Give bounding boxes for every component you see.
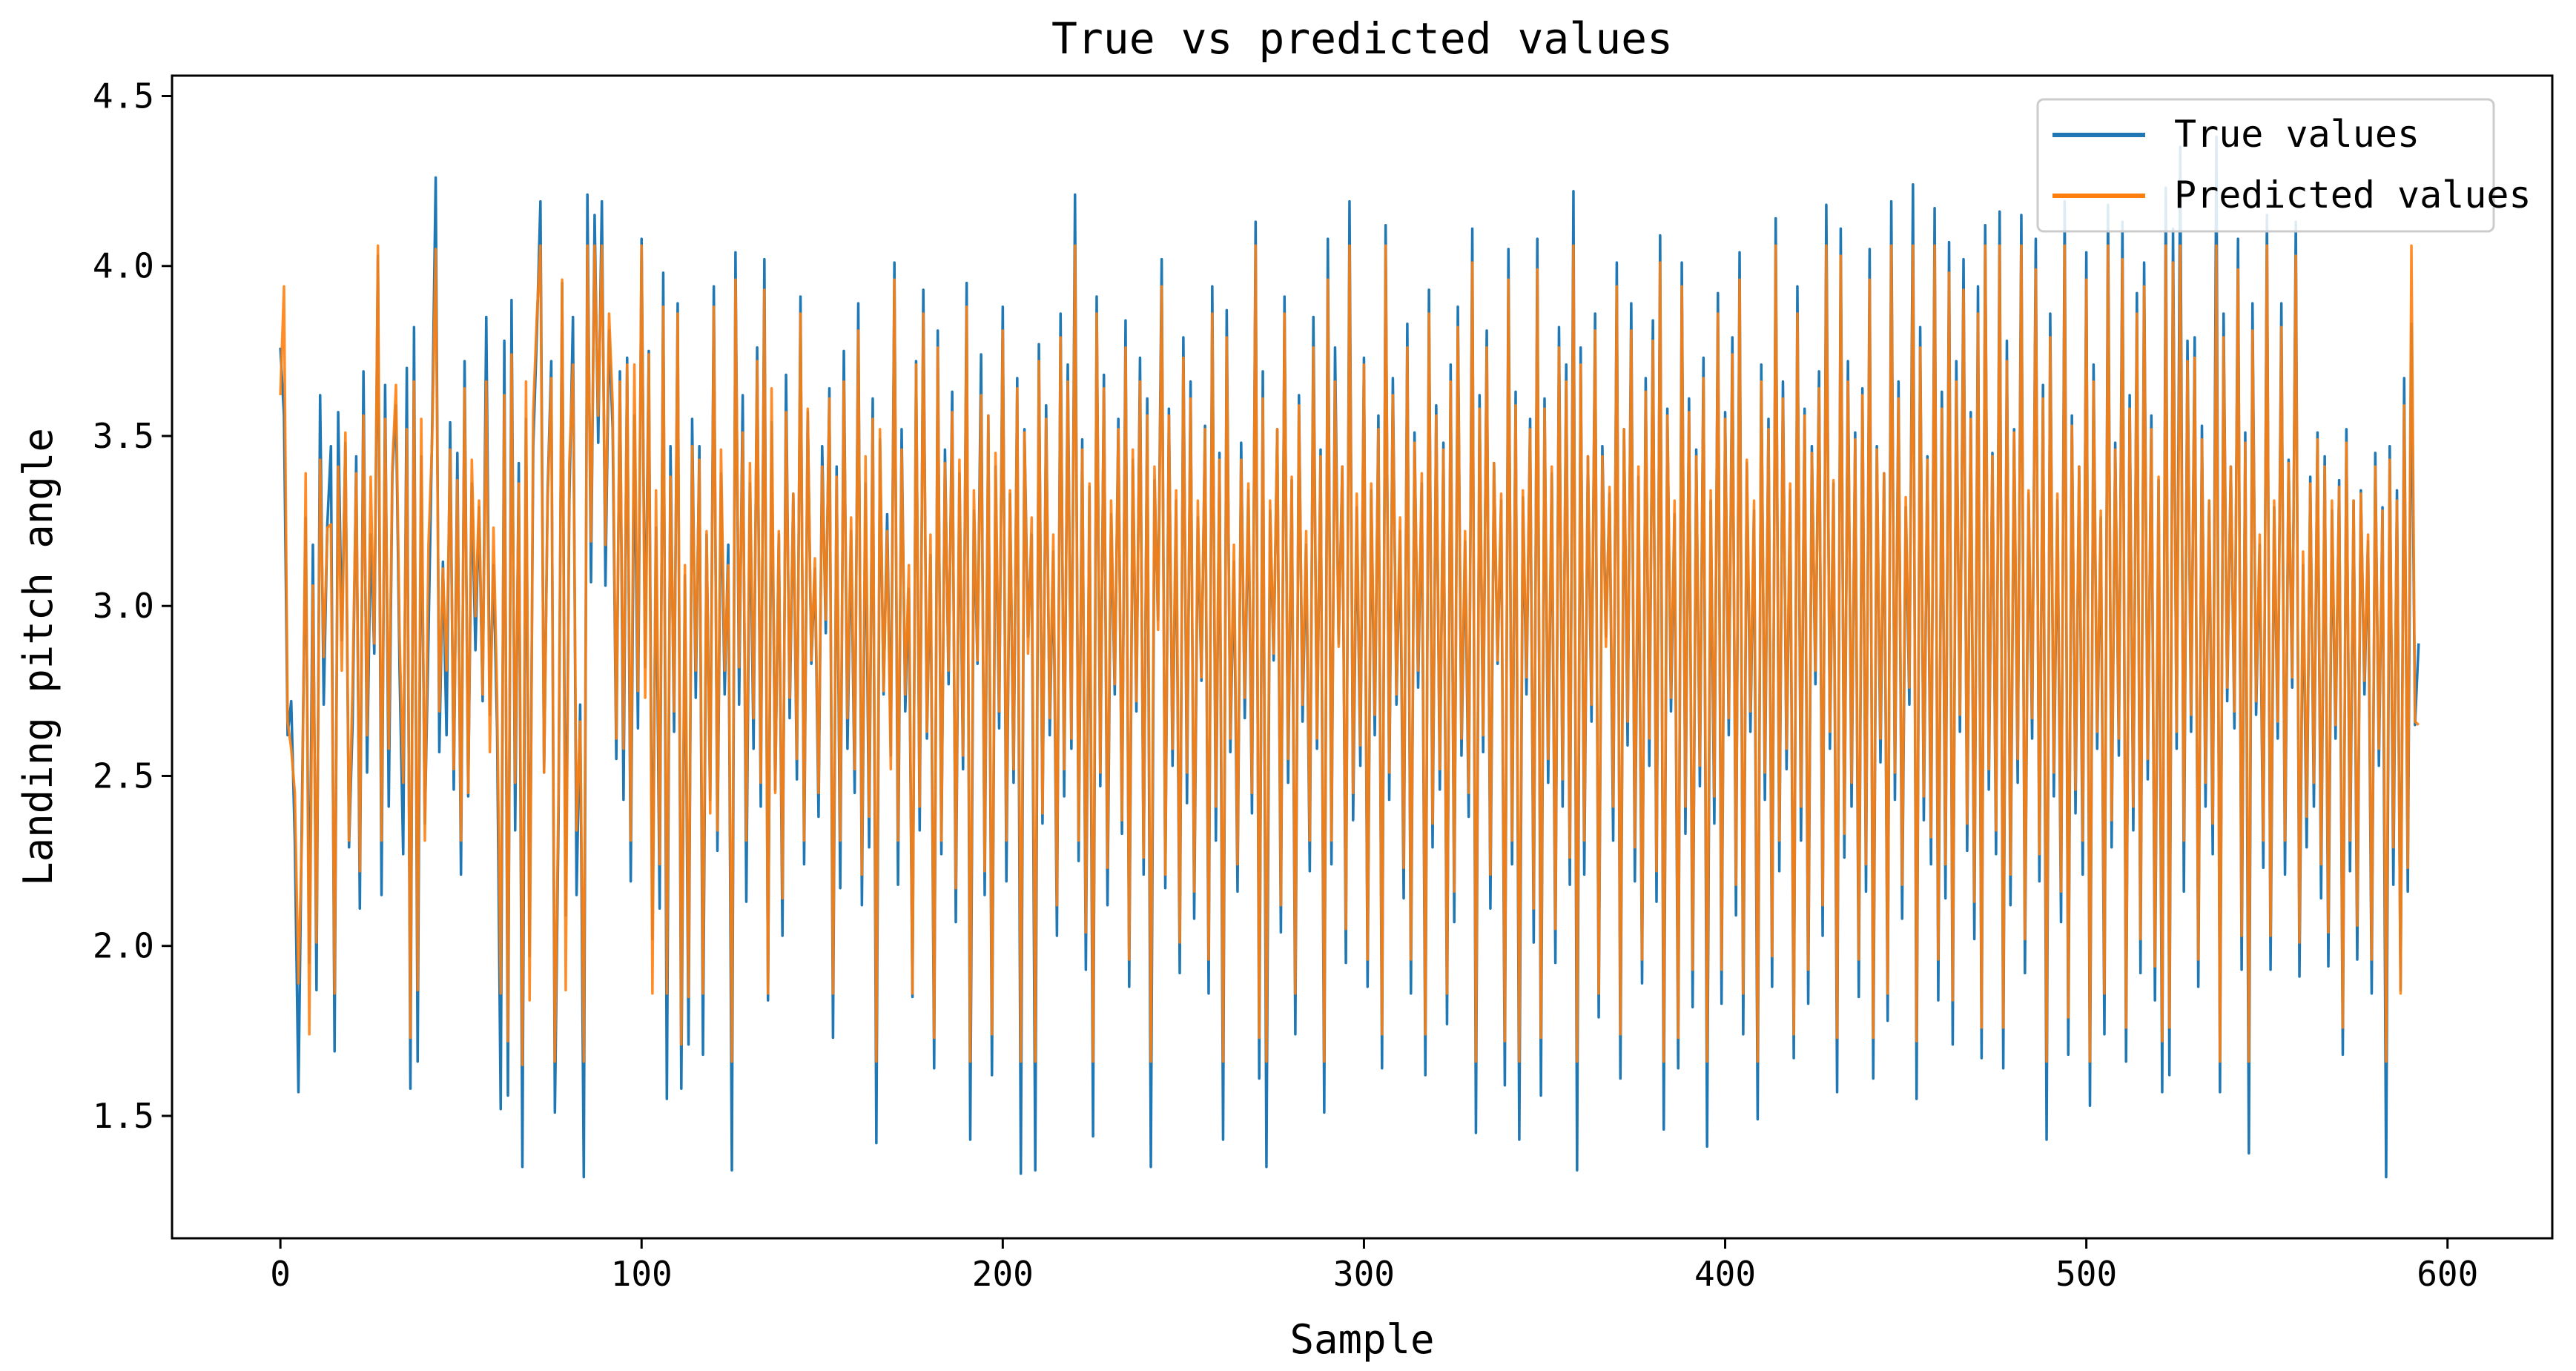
x-tick-label: 300 bbox=[1333, 1254, 1395, 1294]
x-tick-label: 0 bbox=[270, 1254, 291, 1294]
x-tick-label: 500 bbox=[2055, 1254, 2117, 1294]
series-line-predicted-values bbox=[279, 244, 2420, 1066]
x-tick-label: 100 bbox=[611, 1254, 673, 1294]
y-tick-label: 1.5 bbox=[93, 1096, 154, 1136]
plot-area bbox=[279, 135, 2420, 1179]
y-tick-label: 2.0 bbox=[93, 926, 154, 966]
y-tick-label: 4.5 bbox=[93, 76, 154, 116]
y-tick-label: 3.5 bbox=[93, 416, 154, 456]
x-axis-label: Sample bbox=[1289, 1316, 1434, 1363]
chart-title: True vs predicted values bbox=[1051, 13, 1673, 64]
legend-label-true: True values bbox=[2174, 113, 2420, 156]
y-axis: 1.5 2.0 2.5 3.0 3.5 4.0 4.5 bbox=[93, 76, 172, 1136]
y-axis-label: Landing pitch angle bbox=[15, 428, 62, 886]
x-tick-label: 600 bbox=[2417, 1254, 2478, 1294]
y-tick-label: 3.0 bbox=[93, 586, 154, 626]
x-tick-label: 200 bbox=[972, 1254, 1034, 1294]
legend-frame bbox=[2036, 98, 2495, 233]
legend-label-predicted: Predicted values bbox=[2174, 174, 2532, 217]
y-tick-label: 4.0 bbox=[93, 246, 154, 286]
y-tick-label: 2.5 bbox=[93, 756, 154, 796]
x-axis: 0 100 200 300 400 500 600 bbox=[270, 1238, 2478, 1294]
x-tick-label: 400 bbox=[1694, 1254, 1756, 1294]
legend: True values Predicted values bbox=[2036, 98, 2532, 233]
axes-frame bbox=[171, 74, 2554, 1240]
